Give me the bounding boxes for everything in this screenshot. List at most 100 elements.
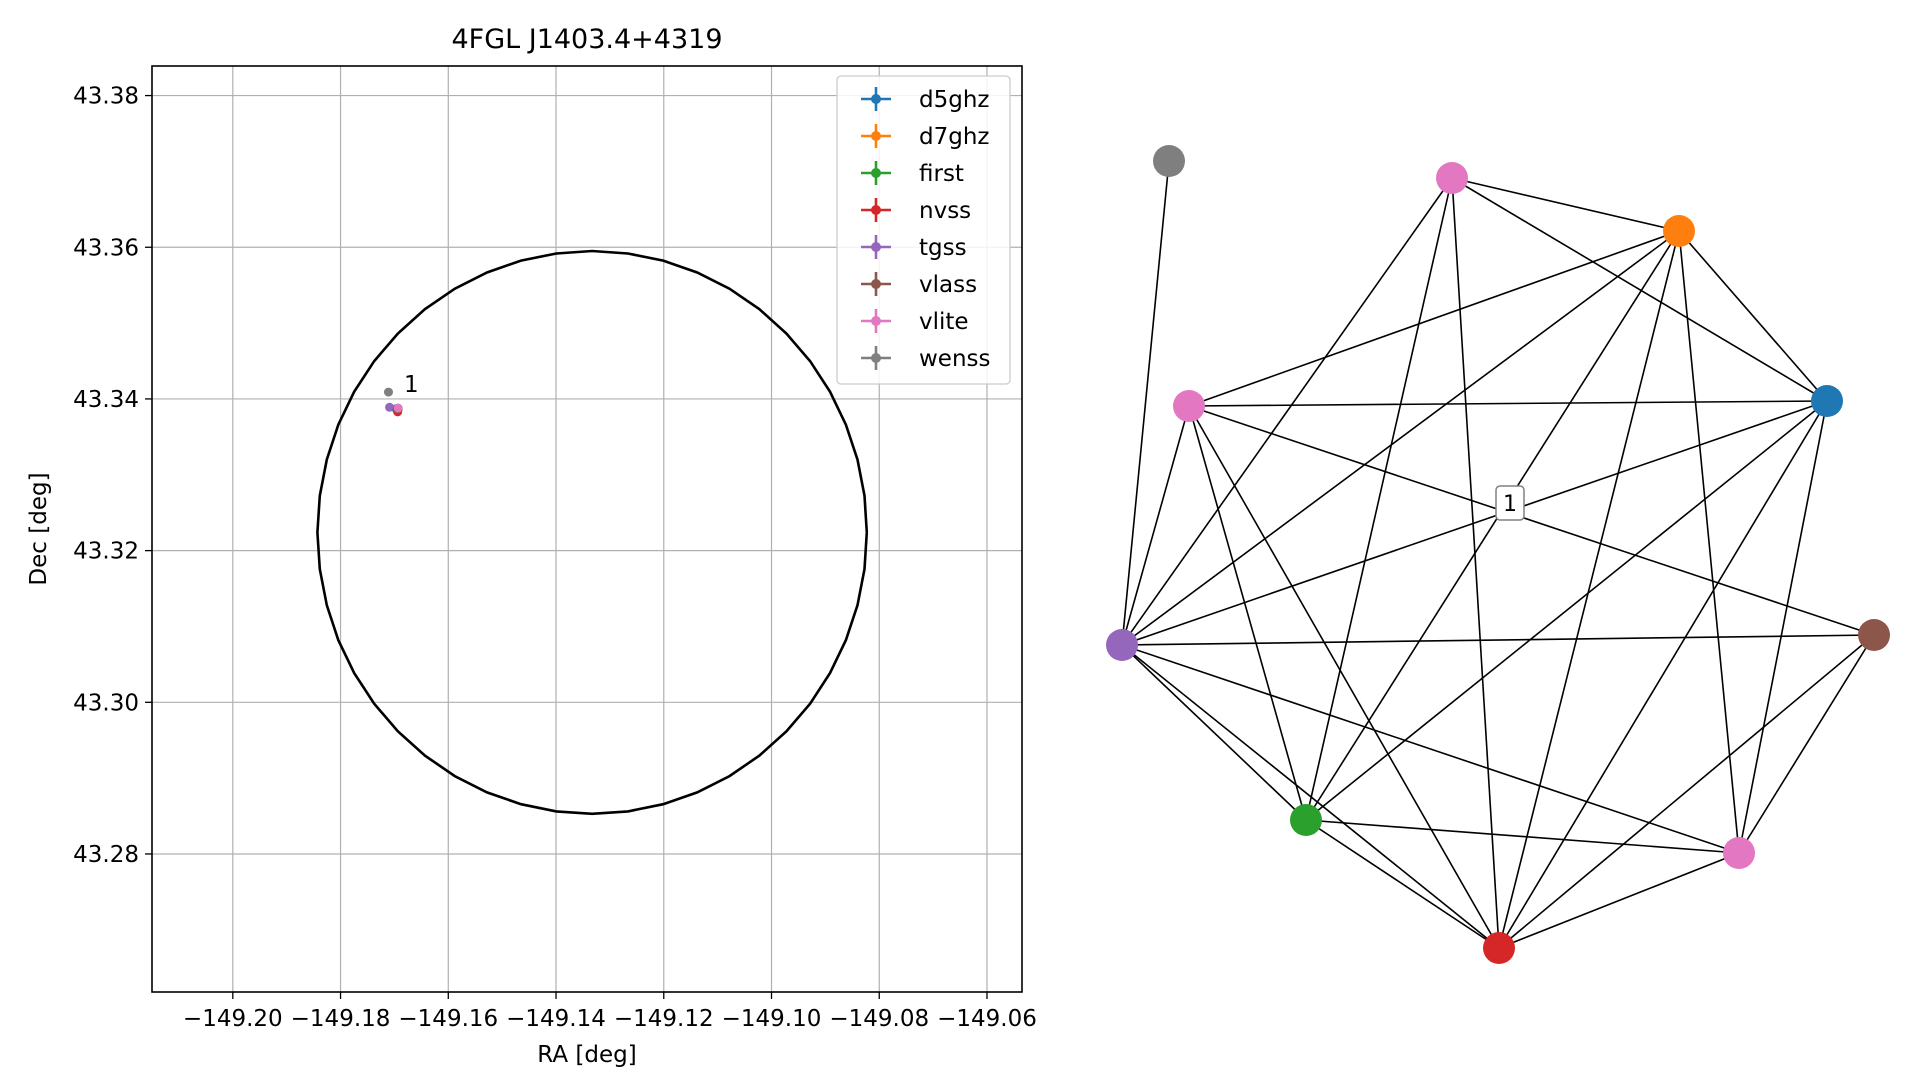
edge-red-pink-bottom — [1498, 852, 1740, 949]
localization-ellipse — [316, 249, 869, 816]
x-tick-label: −149.14 — [506, 1006, 606, 1032]
legend-item-d7ghz: d7ghz — [861, 124, 989, 150]
legend-marker — [871, 205, 881, 215]
y-tick-label: 43.28 — [73, 842, 139, 868]
legend-frame — [836, 75, 1011, 385]
edge-pink-top-orange — [1451, 177, 1680, 232]
edge-orange-pink-left — [1188, 230, 1680, 407]
y-tick-label: 43.36 — [73, 235, 139, 261]
x-tick-label: −149.10 — [722, 1006, 822, 1032]
legend-label: vlass — [919, 272, 977, 298]
edge-gray-purple — [1121, 160, 1170, 646]
legend-marker — [871, 279, 881, 289]
node-pink-left — [1173, 390, 1205, 422]
x-tick-label: −149.06 — [937, 1006, 1037, 1032]
y-tick-label: 43.32 — [73, 539, 139, 565]
node-green — [1290, 804, 1322, 836]
edge-orange-red — [1498, 230, 1680, 949]
edge-green-red — [1305, 819, 1500, 949]
node-brown — [1858, 619, 1890, 651]
legend-label: d7ghz — [919, 124, 989, 150]
node-purple — [1106, 629, 1138, 661]
point-vlite — [393, 403, 403, 413]
node-pink-bottom — [1723, 837, 1755, 869]
y-tick-label: 43.38 — [73, 84, 139, 110]
network-label-box — [1495, 485, 1525, 521]
edge-pink-top-purple — [1121, 177, 1453, 646]
edge-pink-left-purple — [1121, 405, 1190, 646]
legend-marker — [871, 353, 881, 363]
legend-item-wenss: wenss — [861, 346, 991, 372]
legend-label: vlite — [919, 309, 969, 335]
edge-purple-green — [1121, 644, 1307, 821]
legend-marker — [871, 94, 881, 104]
legend-item-nvss: nvss — [861, 198, 971, 224]
legend-marker — [871, 168, 881, 178]
network-edges — [1121, 160, 1875, 949]
node-red — [1483, 932, 1515, 964]
edge-orange-green — [1305, 230, 1680, 821]
point-tgss — [385, 402, 395, 412]
edge-pink-top-blue — [1451, 177, 1828, 402]
x-tick-label: −149.20 — [183, 1006, 283, 1032]
network-nodes — [1106, 145, 1890, 964]
legend-marker — [871, 131, 881, 141]
x-tick-label: −149.08 — [829, 1006, 929, 1032]
network-label: 1 — [1495, 485, 1525, 521]
edge-blue-pink-left — [1188, 400, 1828, 407]
x-tick-label: −149.12 — [614, 1006, 714, 1032]
legend-item-d5ghz: d5ghz — [861, 87, 989, 113]
edge-pink-left-brown — [1188, 405, 1875, 636]
edge-green-pink-bottom — [1305, 819, 1740, 854]
x-tick-label: −149.18 — [291, 1006, 391, 1032]
x-axis-label: RA [deg] — [537, 1042, 636, 1068]
edge-blue-green — [1305, 400, 1828, 821]
edge-blue-pink-bottom — [1738, 400, 1828, 854]
data-points — [383, 387, 403, 417]
node-pink-top — [1436, 162, 1468, 194]
edge-orange-blue — [1678, 230, 1828, 402]
legend-item-tgss: tgss — [861, 235, 967, 261]
edge-orange-purple — [1121, 230, 1680, 646]
edge-pink-left-green — [1188, 405, 1307, 821]
chart-title: 4FGL J1403.4+4319 — [451, 24, 722, 55]
edge-pink-top-red — [1451, 177, 1500, 949]
y-axis-ticks: 43.28 43.30 43.32 43.34 43.36 43.38 — [73, 84, 152, 868]
legend-item-vlass: vlass — [861, 272, 977, 298]
network-panel: 1 — [1106, 145, 1890, 964]
edge-purple-brown — [1121, 634, 1875, 646]
point-wenss — [383, 387, 393, 397]
plot-frame — [151, 65, 1023, 993]
legend-marker — [871, 242, 881, 252]
legend-label: d5ghz — [919, 87, 989, 113]
legend-label: nvss — [919, 198, 971, 224]
edge-purple-red — [1121, 644, 1500, 949]
y-tick-label: 43.34 — [73, 387, 139, 413]
node-gray — [1153, 145, 1185, 177]
legend-item-vlite: vlite — [861, 309, 969, 335]
edge-brown-red — [1498, 634, 1875, 949]
localization-circle — [316, 249, 869, 816]
legend-item-first: first — [861, 161, 964, 187]
scatter-panel: 4FGL J1403.4+4319 1 −149.20 −149.18 −149.1… — [26, 24, 1037, 1068]
node-blue — [1811, 385, 1843, 417]
x-tick-label: −149.16 — [398, 1006, 498, 1032]
edge-blue-red — [1498, 400, 1828, 949]
legend: d5ghz d7ghz first nvss tgss vlass vlite wenss — [836, 75, 1011, 385]
legend-label: first — [919, 161, 964, 187]
edge-pink-left-red — [1188, 405, 1500, 949]
y-tick-label: 43.30 — [73, 690, 139, 716]
edge-pink-top-green — [1305, 177, 1453, 821]
node-orange — [1663, 215, 1695, 247]
network-label-text: 1 — [1503, 492, 1517, 517]
legend-label: wenss — [919, 346, 991, 372]
legend-marker — [871, 316, 881, 326]
edge-purple-pink-bottom — [1121, 644, 1740, 854]
edge-orange-pink-bottom — [1678, 230, 1740, 854]
edge-brown-pink-bottom — [1738, 634, 1875, 854]
x-axis-ticks: −149.20 −149.18 −149.16 −149.14 −149.12 −149.… — [183, 992, 1037, 1032]
point-annotation: 1 — [404, 372, 419, 398]
y-axis-label: Dec [deg] — [26, 472, 52, 585]
legend-label: tgss — [919, 235, 967, 261]
